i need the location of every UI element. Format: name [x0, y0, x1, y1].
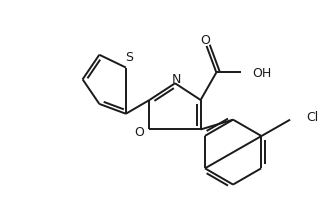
Text: N: N	[171, 73, 181, 86]
Text: S: S	[125, 51, 133, 64]
Text: O: O	[201, 34, 211, 48]
Text: OH: OH	[253, 67, 272, 80]
Text: O: O	[135, 126, 145, 139]
Text: Cl: Cl	[306, 111, 318, 124]
